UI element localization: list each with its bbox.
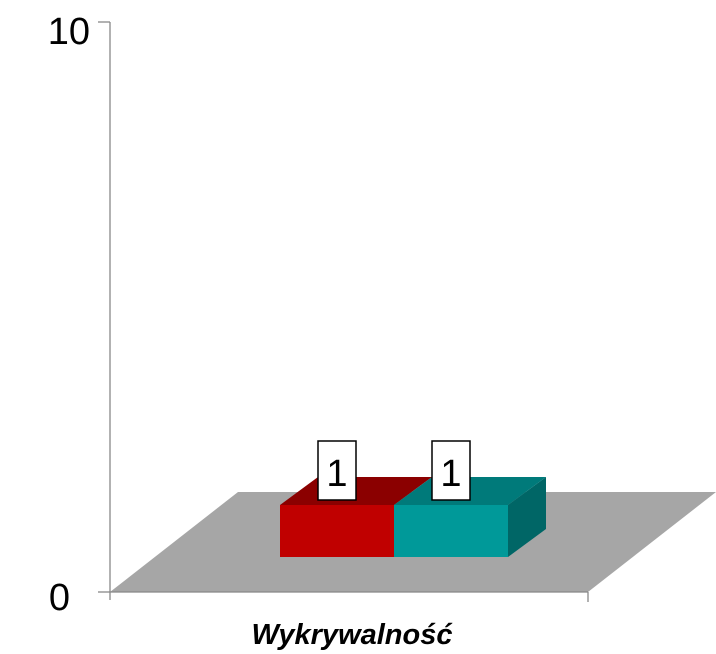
x-category-label: Wykrywalność — [252, 619, 454, 651]
bar-side-series-2 — [508, 477, 546, 557]
data-label-series-2: 1 — [440, 453, 461, 495]
y-tick-label-min: 0 — [49, 577, 70, 619]
data-label-box-series-1 — [317, 440, 357, 501]
data-label-box-series-2 — [431, 440, 471, 501]
data-label-series-1: 1 — [326, 453, 347, 495]
bar-series-2 — [394, 505, 508, 557]
bar-series-1 — [280, 505, 394, 557]
y-tick-label-max: 10 — [48, 11, 90, 53]
